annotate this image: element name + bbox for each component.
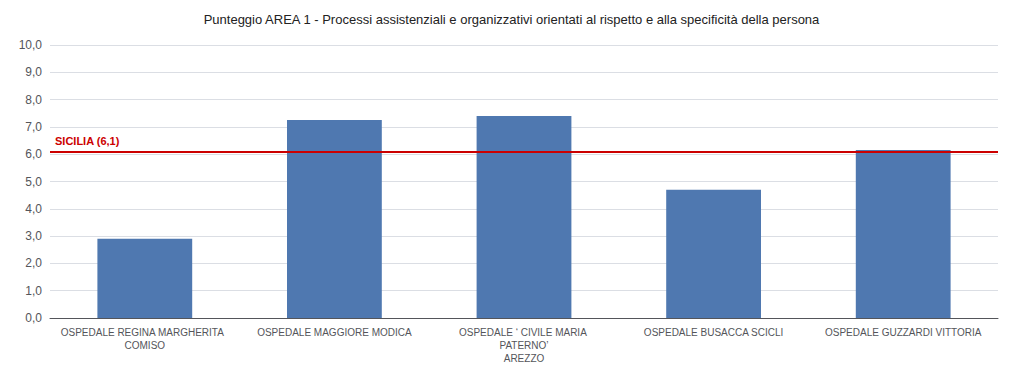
svg-text:PATERNO’: PATERNO’ [499,340,548,351]
svg-text:6,0: 6,0 [25,147,42,161]
svg-text:SICILIA (6,1): SICILIA (6,1) [55,135,120,147]
svg-text:7,0: 7,0 [25,120,42,134]
svg-text:1,0: 1,0 [25,284,42,298]
svg-text:10,0: 10,0 [19,38,43,52]
svg-text:OSPEDALE ‘ CIVILE MARIA: OSPEDALE ‘ CIVILE MARIA [459,327,589,338]
svg-text:2,0: 2,0 [25,256,42,270]
svg-text:5,0: 5,0 [25,175,42,189]
svg-text:8,0: 8,0 [25,93,42,107]
svg-text:OSPEDALE GUZZARDI VITTORIA: OSPEDALE GUZZARDI VITTORIA [825,327,982,338]
svg-text:0,0: 0,0 [25,311,42,325]
svg-text:4,0: 4,0 [25,202,42,216]
svg-text:OSPEDALE MAGGIORE MODICA: OSPEDALE MAGGIORE MODICA [257,327,412,338]
svg-text:OSPEDALE BUSACCA SCICLI: OSPEDALE BUSACCA SCICLI [644,327,784,338]
svg-text:COMISO: COMISO [125,340,166,351]
svg-text:9,0: 9,0 [25,65,42,79]
svg-text:Punteggio AREA 1 - Processi as: Punteggio AREA 1 - Processi assistenzial… [204,12,820,27]
svg-text:OSPEDALE REGINA MARGHERITA: OSPEDALE REGINA MARGHERITA [61,327,229,338]
svg-text:3,0: 3,0 [25,229,42,243]
svg-text:AREZZO: AREZZO [504,353,545,364]
